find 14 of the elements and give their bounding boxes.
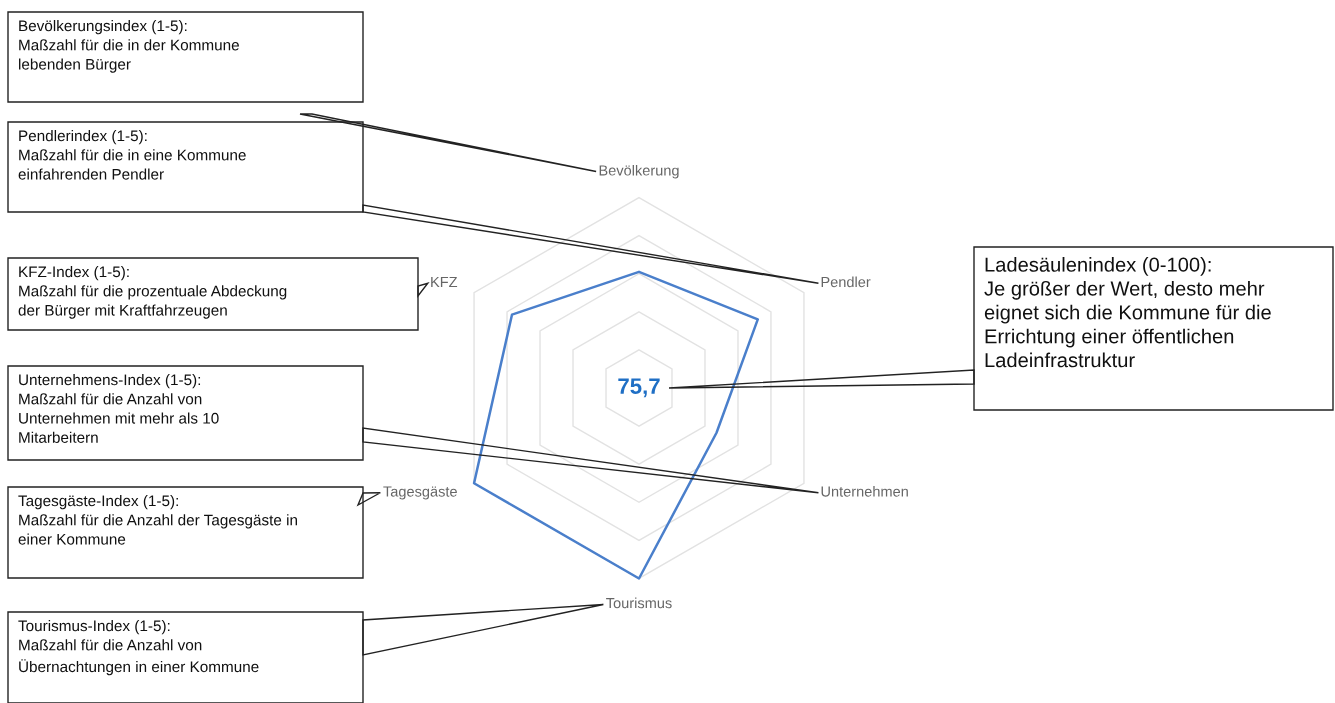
- text: 75,7: [618, 378, 660, 398]
- spoke-label: Bevölkerung: [599, 164, 679, 179]
- text: KFZ-Index (1-5): Maßzahl für die prozentuale Abdeckung der Bürger mit Kraftfahrzeugen: [18, 266, 287, 319]
- spoke-label: Tagesgäste: [383, 486, 457, 500]
- spoke-label: Unternehmen: [821, 485, 908, 497]
- text: Tagesgäste-Index (1-5): Maßzahl für die Anzahl der Tagesgäste in einer Kommune: [18, 495, 297, 545]
- text: Pendlerindex (1-5): Maßzahl für die in eine Kommune einfahrenden Pendler: [18, 130, 246, 180]
- text: Tourismus-Index (1-5): Maßzahl für die Anzahl von Übernachtungen in einer Kommune: [18, 620, 259, 676]
- spoke-label: Pendler: [821, 276, 871, 288]
- text: Ladesäulenindex (0-100): Je größer der Wert, desto mehr eignet sich die Kommune für die Errichtung einer öffentlichen Ladeinfrastruktur: [984, 257, 1271, 368]
- text: Unternehmens-Index (1-5): Maßzahl für die Anzahl von Unternehmen mit mehr als 10 Mitarbeitern: [19, 374, 219, 443]
- text: Bevölkerungsindex (1-5): Maßzahl für die in der Kommune lebenden Bürger: [19, 20, 239, 73]
- spoke-label: KFZ: [431, 276, 458, 288]
- spoke-label: Tourismus: [606, 597, 672, 609]
